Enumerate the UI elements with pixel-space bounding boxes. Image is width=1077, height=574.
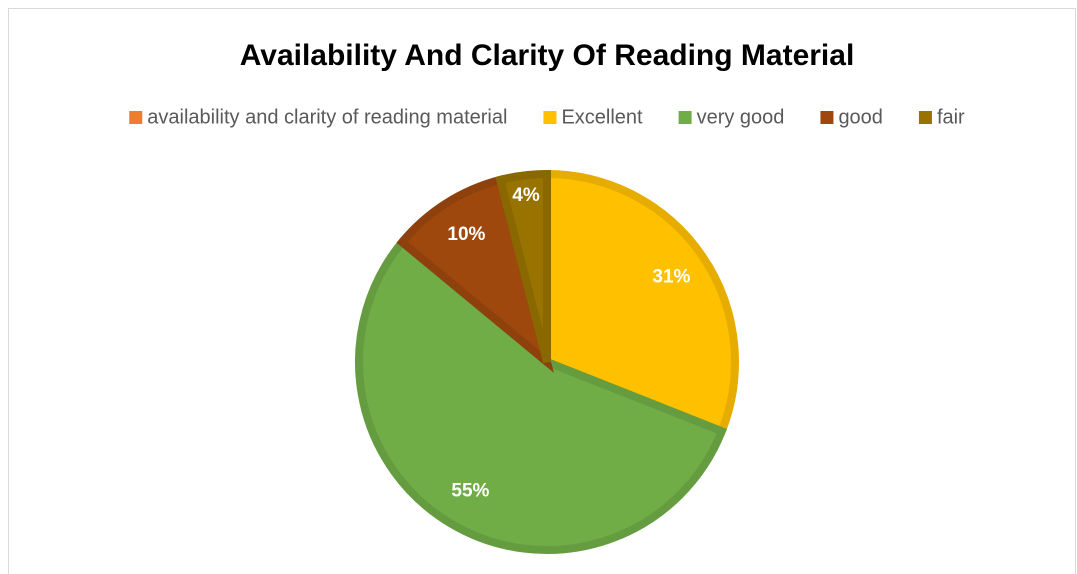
legend-label: Excellent: [561, 106, 643, 128]
pie-slice: [355, 236, 727, 554]
data-label: 10%: [447, 224, 485, 245]
legend-label: fair: [937, 106, 965, 128]
legend-swatch: [129, 111, 143, 124]
legend-swatch: [543, 111, 557, 124]
legend-swatch: [918, 111, 932, 124]
legend-swatch: [678, 111, 692, 124]
legend-label: availability and clarity of reading mate…: [147, 106, 507, 128]
legend-label: good: [838, 106, 883, 128]
data-label: 55%: [451, 480, 489, 501]
data-label: 31%: [652, 266, 690, 287]
chart-title: Availability And Clarity Of Reading Mate…: [240, 39, 855, 72]
legend-swatch: [820, 111, 834, 124]
pie-slice: [543, 169, 739, 437]
legend-label: very good: [697, 106, 785, 128]
data-label: 4%: [512, 185, 540, 206]
pie-slice: [495, 169, 551, 363]
